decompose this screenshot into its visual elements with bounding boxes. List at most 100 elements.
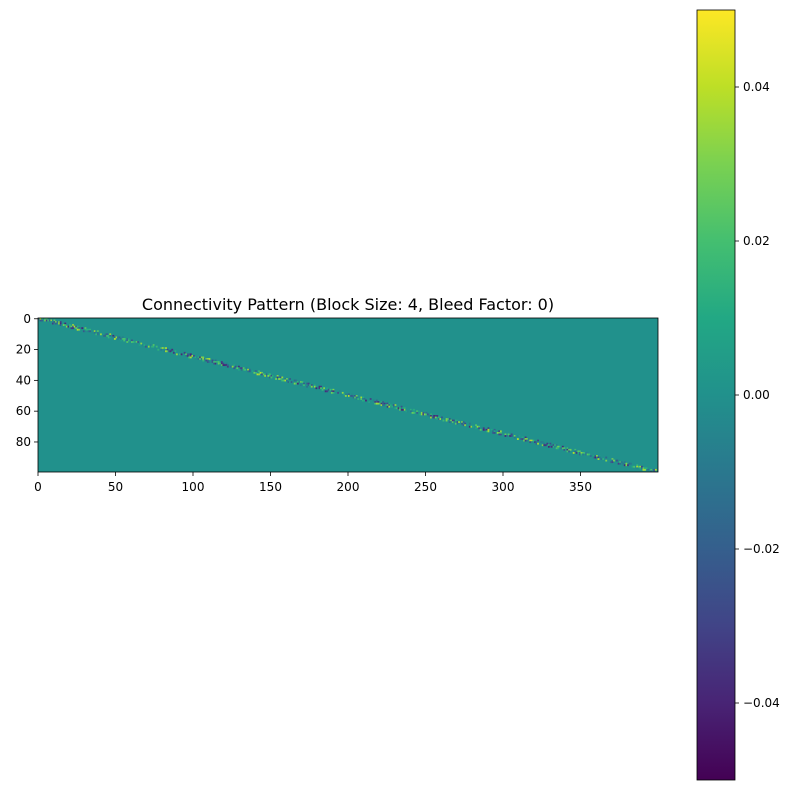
heatmap-cell: [165, 347, 167, 350]
heatmap-cell: [202, 358, 205, 360]
heatmap-cell: [75, 325, 78, 328]
heatmap-cell: [84, 328, 87, 331]
heatmap-cell: [79, 327, 82, 330]
heatmap-cell: [464, 424, 467, 427]
heatmap-cell: [89, 330, 91, 333]
heatmap-cell: [310, 385, 313, 388]
heatmap-cell: [211, 361, 214, 363]
heatmap-cell: [394, 404, 397, 407]
heatmap-cell: [219, 364, 222, 367]
heatmap-cell: [416, 410, 419, 413]
heatmap-cell: [611, 461, 614, 464]
heatmap-cell: [115, 336, 118, 339]
heatmap-cell: [216, 362, 219, 365]
heatmap-cell: [309, 384, 312, 387]
heatmap-cell: [171, 348, 174, 351]
heatmap-cell: [193, 354, 195, 357]
heatmap-cell: [578, 451, 581, 454]
heatmap-cell: [313, 384, 316, 387]
heatmap-cell: [492, 430, 494, 433]
heatmap-cell: [537, 442, 539, 445]
colorbar-tick-label: 0.04: [743, 80, 770, 94]
heatmap-cell: [368, 401, 370, 403]
heatmap-cell: [392, 404, 395, 407]
heatmap-cell: [524, 438, 527, 440]
heatmap-cell: [382, 404, 384, 407]
heatmap-cell: [341, 391, 344, 394]
heatmap-cell: [487, 428, 490, 431]
heatmap-cell: [447, 418, 450, 420]
heatmap-cell: [237, 365, 240, 368]
heatmap-cell: [348, 395, 350, 397]
heatmap-cell: [360, 396, 363, 399]
heatmap-cell: [152, 344, 155, 347]
heatmap-cell: [577, 451, 580, 454]
heatmap-cell: [572, 451, 575, 454]
heatmap-cell: [295, 379, 298, 382]
heatmap-cell: [537, 439, 539, 442]
heatmap-cell: [261, 371, 264, 374]
heatmap-cell: [413, 411, 415, 414]
heatmap-cell: [315, 387, 318, 390]
heatmap-cell: [534, 441, 536, 444]
heatmap-cell: [475, 424, 477, 427]
heatmap-cell: [392, 405, 395, 408]
heatmap-cell: [495, 430, 498, 433]
heatmap-cell: [396, 407, 398, 410]
heatmap-cell: [385, 404, 388, 407]
heatmap-cell: [560, 447, 563, 450]
heatmap-cell: [208, 358, 211, 360]
heatmap-cell: [194, 356, 197, 359]
heatmap-cell: [163, 350, 166, 353]
heatmap-cell: [605, 459, 608, 462]
heatmap-cell: [586, 453, 589, 456]
heatmap-cell: [422, 411, 425, 414]
heatmap-cell: [323, 387, 326, 390]
heatmap-cell: [428, 415, 431, 417]
heatmap-cell: [507, 433, 510, 436]
heatmap-cell: [58, 321, 60, 323]
heatmap-cell: [402, 407, 405, 410]
heatmap-cell: [78, 325, 81, 328]
heatmap-cell: [162, 347, 164, 350]
heatmap-cell: [419, 413, 422, 416]
heatmap-cell: [592, 455, 595, 457]
heatmap-cell: [597, 456, 600, 459]
heatmap-cell: [437, 418, 440, 420]
heatmap-cell: [62, 324, 65, 326]
heatmap-cell: [569, 448, 572, 451]
heatmap-cell: [206, 359, 209, 362]
heatmap-cell: [118, 336, 121, 339]
heatmap-cell: [157, 348, 160, 351]
heatmap-cell: [261, 373, 264, 376]
heatmap-cell: [276, 374, 279, 377]
heatmap-cell: [96, 331, 99, 334]
heatmap-cell: [326, 387, 329, 390]
x-tick-label: 50: [108, 480, 123, 494]
heatmap-cell: [144, 345, 147, 348]
heatmap-cell: [560, 445, 563, 448]
heatmap-cell: [278, 376, 281, 379]
heatmap-cell: [530, 441, 533, 444]
heatmap-cell: [568, 448, 570, 451]
heatmap-cell: [637, 465, 640, 468]
y-tick-label: 20: [16, 343, 31, 357]
heatmap-cell: [597, 458, 600, 460]
heatmap-cell: [154, 347, 157, 350]
heatmap-cell: [189, 353, 192, 356]
heatmap-cell: [380, 404, 383, 407]
heatmap-cell: [93, 330, 96, 333]
heatmap-cell: [451, 419, 454, 422]
heatmap-cell: [162, 348, 164, 351]
heatmap-cell: [50, 321, 53, 323]
heatmap-cell: [470, 425, 473, 428]
heatmap-cell: [596, 456, 598, 459]
heatmap-cell: [90, 331, 93, 334]
heatmap-cell: [492, 431, 494, 434]
heatmap-cell: [399, 408, 401, 411]
heatmap-cell: [383, 404, 386, 407]
heatmap-cell: [222, 364, 225, 367]
heatmap-cell: [445, 419, 448, 422]
heatmap-cell: [578, 453, 581, 456]
heatmap-cell: [375, 399, 378, 402]
